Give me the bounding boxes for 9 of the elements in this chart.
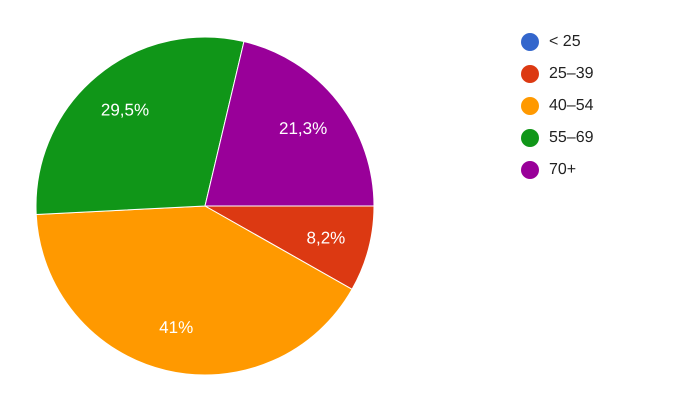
legend-label: 70+: [549, 161, 576, 179]
legend-label: 55–69: [549, 129, 594, 147]
data-label: 29,5%: [100, 100, 150, 120]
legend-label: 40–54: [549, 97, 594, 115]
data-label: 41%: [159, 318, 194, 338]
data-label: 8,2%: [306, 228, 346, 248]
data-label: 21,3%: [278, 118, 328, 138]
legend-label: 25–39: [549, 65, 594, 83]
legend-label: < 25: [549, 33, 581, 51]
